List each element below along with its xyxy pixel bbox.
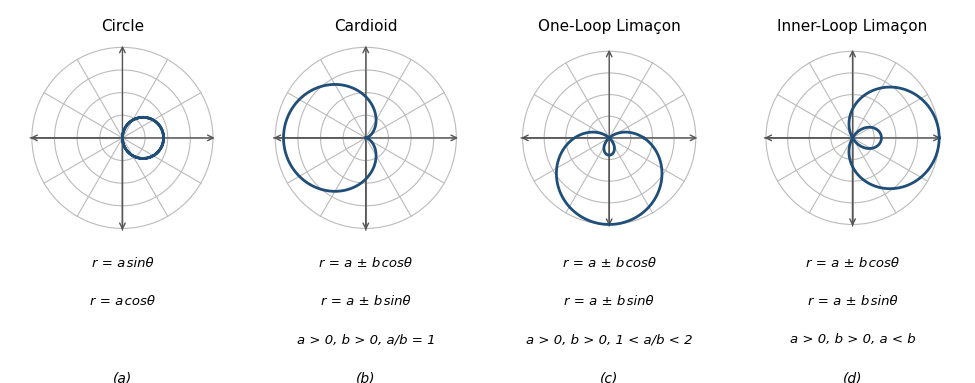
Title: Circle: Circle (100, 20, 144, 34)
Text: r = a ± b sinθ: r = a ± b sinθ (807, 295, 897, 308)
Text: a > 0, b > 0, a < b: a > 0, b > 0, a < b (790, 333, 916, 346)
Title: Inner-Loop Limaçon: Inner-Loop Limaçon (777, 20, 927, 34)
Text: r = a ± b sinθ: r = a ± b sinθ (565, 295, 654, 308)
Text: (b): (b) (356, 372, 375, 383)
Text: r = a ± b cosθ: r = a ± b cosθ (319, 257, 412, 270)
Text: (c): (c) (600, 372, 618, 383)
Text: r = a ± b cosθ: r = a ± b cosθ (563, 257, 656, 270)
Text: r = a sinθ: r = a sinθ (92, 257, 153, 270)
Text: r = a ± b sinθ: r = a ± b sinθ (321, 295, 410, 308)
Text: (a): (a) (113, 372, 132, 383)
Text: r = a cosθ: r = a cosθ (90, 295, 155, 308)
Text: a > 0, b > 0, a/b = 1: a > 0, b > 0, a/b = 1 (296, 333, 435, 346)
Text: (d): (d) (842, 372, 862, 383)
Text: r = a ± b cosθ: r = a ± b cosθ (806, 257, 899, 270)
Text: a > 0, b > 0, 1 < a/b < 2: a > 0, b > 0, 1 < a/b < 2 (526, 333, 692, 346)
Title: One-Loop Limaçon: One-Loop Limaçon (538, 20, 681, 34)
Title: Cardioid: Cardioid (334, 20, 398, 34)
